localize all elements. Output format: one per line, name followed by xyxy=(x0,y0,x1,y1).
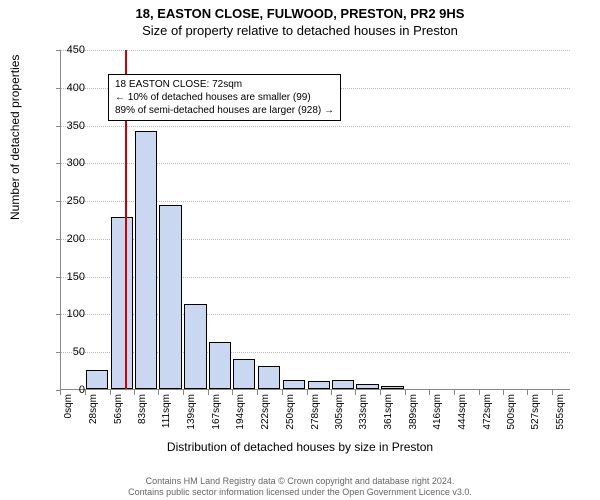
ytick-label: 100 xyxy=(55,308,85,320)
xtick-label: 278sqm xyxy=(310,394,321,444)
footer-line1: Contains HM Land Registry data © Crown c… xyxy=(0,476,600,487)
xtick-label: 389sqm xyxy=(408,394,419,444)
xtick-mark xyxy=(552,390,553,395)
xtick-mark xyxy=(527,390,528,395)
histogram-bar xyxy=(332,380,354,389)
histogram-bar xyxy=(86,370,108,389)
xtick-label: 139sqm xyxy=(186,394,197,444)
y-axis-label: Number of detached properties xyxy=(8,55,22,220)
xtick-mark xyxy=(158,390,159,395)
annotation-line3: 89% of semi-detached houses are larger (… xyxy=(115,104,334,117)
chart-area: 18 EASTON CLOSE: 72sqm ← 10% of detached… xyxy=(60,50,570,420)
xtick-mark xyxy=(282,390,283,395)
ytick-label: 200 xyxy=(55,233,85,245)
xtick-label: 56sqm xyxy=(113,394,124,444)
xtick-label: 250sqm xyxy=(285,394,296,444)
xtick-label: 361sqm xyxy=(383,394,394,444)
histogram-bar xyxy=(111,217,133,389)
xtick-mark xyxy=(503,390,504,395)
xtick-label: 194sqm xyxy=(235,394,246,444)
xtick-mark xyxy=(479,390,480,395)
histogram-bar xyxy=(308,381,330,389)
xtick-mark xyxy=(257,390,258,395)
xtick-label: 500sqm xyxy=(506,394,517,444)
xtick-mark xyxy=(232,390,233,395)
xtick-label: 444sqm xyxy=(457,394,468,444)
xtick-label: 28sqm xyxy=(88,394,99,444)
histogram-bar xyxy=(209,342,231,389)
xtick-label: 555sqm xyxy=(555,394,566,444)
xtick-mark xyxy=(307,390,308,395)
gridline xyxy=(61,50,570,51)
reference-annotation: 18 EASTON CLOSE: 72sqm ← 10% of detached… xyxy=(108,74,341,121)
ytick-label: 400 xyxy=(55,82,85,94)
histogram-bar xyxy=(381,386,403,389)
footer-line2: Contains public sector information licen… xyxy=(0,487,600,498)
ytick-label: 300 xyxy=(55,157,85,169)
annotation-line1: 18 EASTON CLOSE: 72sqm xyxy=(115,78,334,91)
xtick-label: 416sqm xyxy=(432,394,443,444)
xtick-mark xyxy=(454,390,455,395)
xtick-label: 83sqm xyxy=(137,394,148,444)
ytick-label: 450 xyxy=(55,44,85,56)
ytick-label: 0 xyxy=(55,384,85,396)
footer-attribution: Contains HM Land Registry data © Crown c… xyxy=(0,476,600,498)
ytick-label: 150 xyxy=(55,271,85,283)
ytick-label: 250 xyxy=(55,195,85,207)
ytick-label: 50 xyxy=(55,346,85,358)
chart-subtitle: Size of property relative to detached ho… xyxy=(0,23,600,38)
chart-title: 18, EASTON CLOSE, FULWOOD, PRESTON, PR2 … xyxy=(0,6,600,21)
xtick-label: 167sqm xyxy=(211,394,222,444)
histogram-bar xyxy=(258,366,280,389)
ytick-label: 350 xyxy=(55,120,85,132)
xtick-label: 472sqm xyxy=(482,394,493,444)
xtick-mark xyxy=(380,390,381,395)
histogram-bar xyxy=(159,205,181,389)
xtick-mark xyxy=(110,390,111,395)
xtick-label: 222sqm xyxy=(260,394,271,444)
xtick-mark xyxy=(134,390,135,395)
xtick-label: 333sqm xyxy=(358,394,369,444)
histogram-bar xyxy=(135,131,157,389)
xtick-label: 527sqm xyxy=(530,394,541,444)
xtick-label: 0sqm xyxy=(63,394,74,444)
x-axis-label: Distribution of detached houses by size … xyxy=(0,440,600,454)
xtick-mark xyxy=(429,390,430,395)
xtick-mark xyxy=(405,390,406,395)
gridline xyxy=(61,126,570,127)
histogram-bar xyxy=(356,384,378,389)
xtick-mark xyxy=(183,390,184,395)
xtick-mark xyxy=(208,390,209,395)
histogram-bar xyxy=(233,359,255,389)
histogram-bar xyxy=(283,380,305,389)
xtick-label: 305sqm xyxy=(334,394,345,444)
annotation-line2: ← 10% of detached houses are smaller (99… xyxy=(115,91,334,104)
xtick-label: 111sqm xyxy=(161,394,172,444)
histogram-bar xyxy=(184,304,206,389)
xtick-mark xyxy=(355,390,356,395)
xtick-mark xyxy=(331,390,332,395)
chart-title-block: 18, EASTON CLOSE, FULWOOD, PRESTON, PR2 … xyxy=(0,0,600,38)
